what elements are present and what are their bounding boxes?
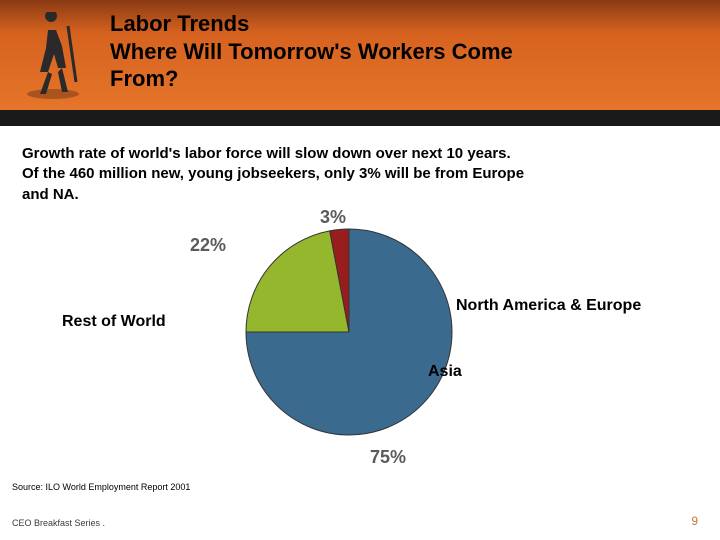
slide-header: Labor Trends Where Will Tomorrow's Worke… xyxy=(0,0,720,110)
legend-rest-of-world: Rest of World xyxy=(62,313,166,331)
slide-title: Labor Trends Where Will Tomorrow's Worke… xyxy=(110,10,720,93)
body-line-3: and NA. xyxy=(22,185,698,205)
title-line-2: Where Will Tomorrow's Workers Come xyxy=(110,38,720,66)
header-divider xyxy=(0,110,720,126)
title-line-3: From? xyxy=(110,65,720,93)
legend-asia: Asia xyxy=(428,363,462,381)
body-line-1: Growth rate of world's labor force will … xyxy=(22,144,698,164)
data-label-22pct: 22% xyxy=(190,235,226,256)
body-line-2: Of the 460 million new, young jobseekers… xyxy=(22,164,698,184)
data-label-75pct: 75% xyxy=(370,447,406,468)
footer-series: CEO Breakfast Series . xyxy=(12,518,105,528)
body-text: Growth rate of world's labor force will … xyxy=(0,126,720,205)
legend-na-europe: North America & Europe xyxy=(456,297,641,315)
page-number: 9 xyxy=(691,514,698,528)
hiker-icon xyxy=(18,12,88,100)
title-line-1: Labor Trends xyxy=(110,10,720,38)
pie-chart xyxy=(244,227,454,437)
source-citation: Source: ILO World Employment Report 2001 xyxy=(12,482,190,492)
data-label-3pct: 3% xyxy=(320,207,346,228)
pie-chart-area: 3% 22% 75% Rest of World North America &… xyxy=(0,205,720,515)
